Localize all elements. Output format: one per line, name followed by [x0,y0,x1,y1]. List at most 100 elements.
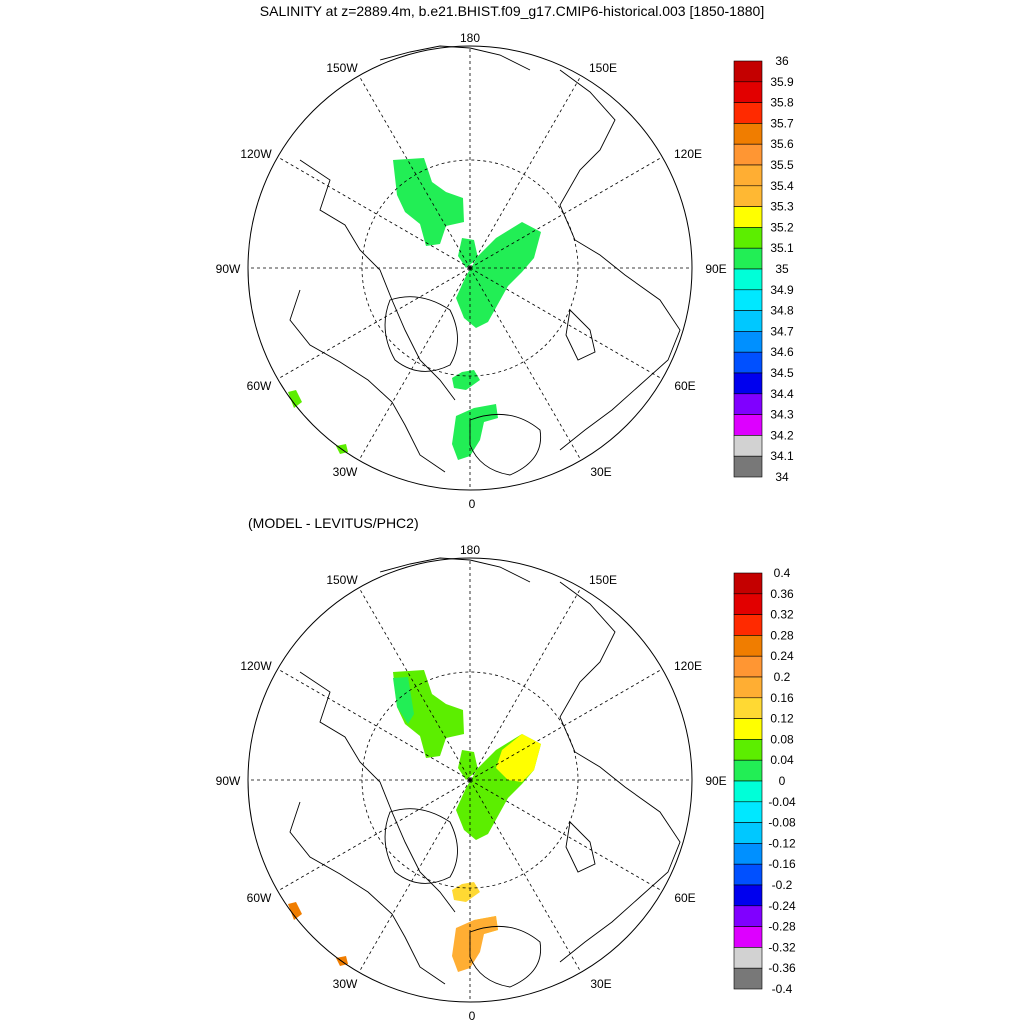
longitude-label: 150E [589,61,617,75]
colorbar-swatch [733,227,763,249]
colorbar-tick-label: -0.16 [768,857,796,871]
colorbar-tick-label: 34.9 [770,283,794,297]
colorbar-swatch [733,801,763,823]
meridian-line [277,779,471,892]
longitude-label: 30W [333,465,358,479]
colorbar-swatch [733,759,763,782]
salinity-patch-lomonosov-fragment [458,750,478,780]
colorbar-tick-label: 35 [775,262,789,276]
meridian-line [469,75,582,269]
colorbar-swatch [733,185,763,207]
colorbar-swatch [733,435,763,457]
colorbar-swatch [733,572,763,595]
colorbar-swatch [733,206,763,228]
colorbar-swatch [733,81,763,103]
colorbar-tick-label: -0.28 [768,920,796,934]
longitude-label: 30E [590,977,611,991]
meridian-line [358,779,471,973]
longitude-label: 60E [674,379,695,393]
colorbar-tick-label: 34.2 [770,428,794,442]
longitude-label: 0 [469,1009,476,1023]
colorbar-swatch [733,822,763,844]
longitude-label: 90W [216,774,241,788]
colorbar-swatch [733,60,763,83]
colorbar-tick-label: 35.2 [770,220,794,234]
difference-polar-map: 180 150E 120E 90E 60E 30E 0 30W 60W 90W 120W 150W 0… [216,543,796,1023]
salinity-patch-fram-strait-upper [452,882,480,902]
colorbar-tick-label: -0.04 [768,795,796,809]
colorbar-swatch [733,863,763,886]
colorbar-swatch [733,164,763,187]
colorbar-tick-label: 34.8 [770,304,794,318]
difference-colorbar: 0.4 0.36 0.32 0.28 0.24 0.2 0.16 0.12 0.08 0.04 0 -… [733,566,796,996]
colorbar-swatch [733,905,763,927]
colorbar-swatch [733,697,763,719]
colorbar-swatch [733,331,763,353]
colorbar-swatch [733,614,763,636]
colorbar-tick-label: 34.5 [770,366,794,380]
colorbar-swatch [733,947,763,969]
colorbar-tick-label: -0.36 [768,961,796,975]
colorbar-tick-label: 0.16 [770,691,794,705]
colorbar-tick-label: 0.28 [770,628,794,642]
salinity-patch-makarov-basin-pacific-side [393,670,464,758]
longitude-label: 60E [674,891,695,905]
longitude-label: 150W [326,573,358,587]
coastline-4 [384,808,458,884]
colorbar-tick-label: 35.3 [770,200,794,214]
salinity-patch-makarov-basin-sub-area [393,677,414,724]
map-boundary [247,557,693,1003]
longitude-label: 90E [705,262,726,276]
longitude-label: 150W [326,61,358,75]
colorbar-tick-label: 0 [779,774,786,788]
longitude-label: 90E [705,774,726,788]
coastline-6 [565,821,596,873]
salinity-polar-map: 180 150E 120E 90E 60E 30E 0 30W 60W 90W 120W 150W 3… [216,31,794,511]
colorbar-swatch [733,655,763,678]
colorbar-tick-label: 0.36 [770,587,794,601]
colorbar-tick-label: 34.4 [770,387,794,401]
colorbar-swatch [733,268,763,291]
longitude-label: 180 [460,543,480,557]
coastline-0 [559,69,681,451]
colorbar-tick-label: 35.1 [770,241,794,255]
colorbar-swatch [733,123,763,145]
colorbar-swatch [733,676,763,699]
colorbar-swatch [733,635,763,657]
salinity-patch-makarov-basin-pacific-side [393,158,464,246]
coastline-4 [384,296,458,372]
salinity-patch-lomonosov-fragment [458,238,478,268]
longitude-label: 120E [674,659,702,673]
salinity-patch-labrador-sea-edge [288,902,302,920]
colorbar-tick-label: 36 [775,54,789,68]
colorbar-tick-label: 35.7 [770,116,794,130]
meridian-line [469,668,663,781]
colorbar-swatch [733,780,763,803]
meridian-line [277,668,471,781]
colorbar-tick-label: 34.7 [770,324,794,338]
difference-panel-title: (MODEL - LEVITUS/PHC2) [248,515,419,531]
map-boundary [247,45,693,491]
coastline-3 [379,45,531,71]
colorbar-tick-label: 0.4 [774,566,791,580]
colorbar-tick-label: 0.32 [770,608,794,622]
meridian-line [358,75,471,269]
colorbar-tick-label: 35.6 [770,137,794,151]
coastline-5 [469,413,542,476]
colorbar-swatch [733,247,763,270]
colorbar-tick-label: 34 [775,470,789,484]
salinity-patch-greenland-sea [452,916,498,972]
meridian-line [469,779,663,892]
meridian-line [469,267,663,380]
salinity-patch-greenland-sea [452,404,498,460]
colorbar-tick-label: -0.12 [768,836,796,850]
colorbar-swatch [733,393,763,415]
colorbar-tick-label: 35.5 [770,158,794,172]
salinity-colorbar: 36 35.9 35.8 35.7 35.6 35.5 35.4 35.3 35.2 35.1 35… [733,54,794,484]
colorbar-swatch [733,926,763,948]
longitude-label: 120E [674,147,702,161]
coastline-3 [379,557,531,583]
colorbar-tick-label: -0.2 [772,878,793,892]
coastline-2 [289,801,446,985]
colorbar-tick-label: -0.32 [768,940,796,954]
